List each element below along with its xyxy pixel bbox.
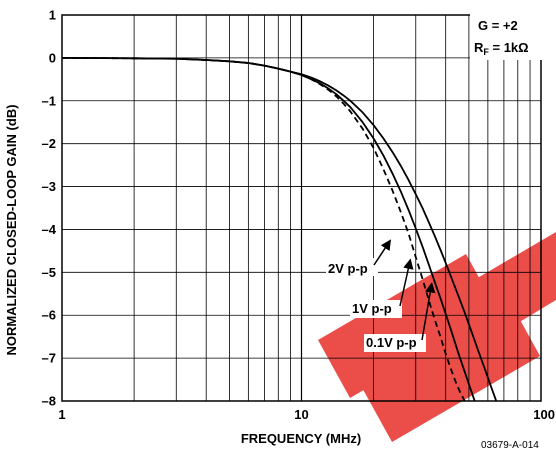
series-lines <box>62 57 498 401</box>
annotation-bg-0.1v <box>364 334 426 352</box>
figure-code: 03679-A-014 <box>481 440 539 451</box>
x-tick-label: 1 <box>58 407 65 422</box>
y-tick-label: –2 <box>42 136 56 151</box>
annotation-0.1v-label: 0.1V p-p <box>366 335 417 350</box>
annotation-2v-label: 2V p-p <box>328 261 368 276</box>
y-tick-label: –8 <box>42 394 56 409</box>
annotation-bg-2v <box>326 258 378 276</box>
rf-prefix: R <box>474 40 484 55</box>
x-tick-label: 10 <box>294 407 308 422</box>
grid <box>62 15 541 401</box>
rf-value: = 1kΩ <box>489 40 529 55</box>
y-tick-label: –6 <box>42 308 56 323</box>
x-tick-labels: 1 10 100 <box>58 407 555 422</box>
gain-label: G = +2 <box>478 18 518 33</box>
conditions-box <box>470 14 544 60</box>
x-tick-label: 100 <box>533 407 555 422</box>
rf-subscript: F <box>483 47 489 57</box>
watermark-bar-1 <box>318 254 498 398</box>
y-tick-label: –3 <box>42 179 56 194</box>
annotation-1v-label: 1V p-p <box>352 301 392 316</box>
y-tick-label: –7 <box>42 351 56 366</box>
y-tick-label: –5 <box>42 265 56 280</box>
y-tick-label: 1 <box>49 8 56 23</box>
y-tick-label: –1 <box>42 93 56 108</box>
annotations: 2V p-p 1V p-p 0.1V p-p <box>326 239 436 352</box>
y-axis-title: NORMALIZED CLOSED-LOOP GAIN (dB) <box>4 104 19 355</box>
annotation-1v-arrow <box>399 258 414 307</box>
annotation-0.1v-arrow <box>421 282 436 341</box>
rf-label: RF = 1kΩ <box>474 40 529 57</box>
series-line-0.1v-p-p <box>62 57 498 401</box>
y-tick-labels: 1 0 –1 –2 –3 –4 –5 –6 –7 –8 <box>42 8 57 409</box>
annotation-bg-1v <box>350 300 402 318</box>
x-axis-title: FREQUENCY (MHz) <box>241 431 361 446</box>
annotation-2v-arrow <box>373 239 392 266</box>
plot-frame <box>61 14 542 402</box>
y-tick-label: –4 <box>42 222 57 237</box>
y-tick-label: 0 <box>49 50 56 65</box>
